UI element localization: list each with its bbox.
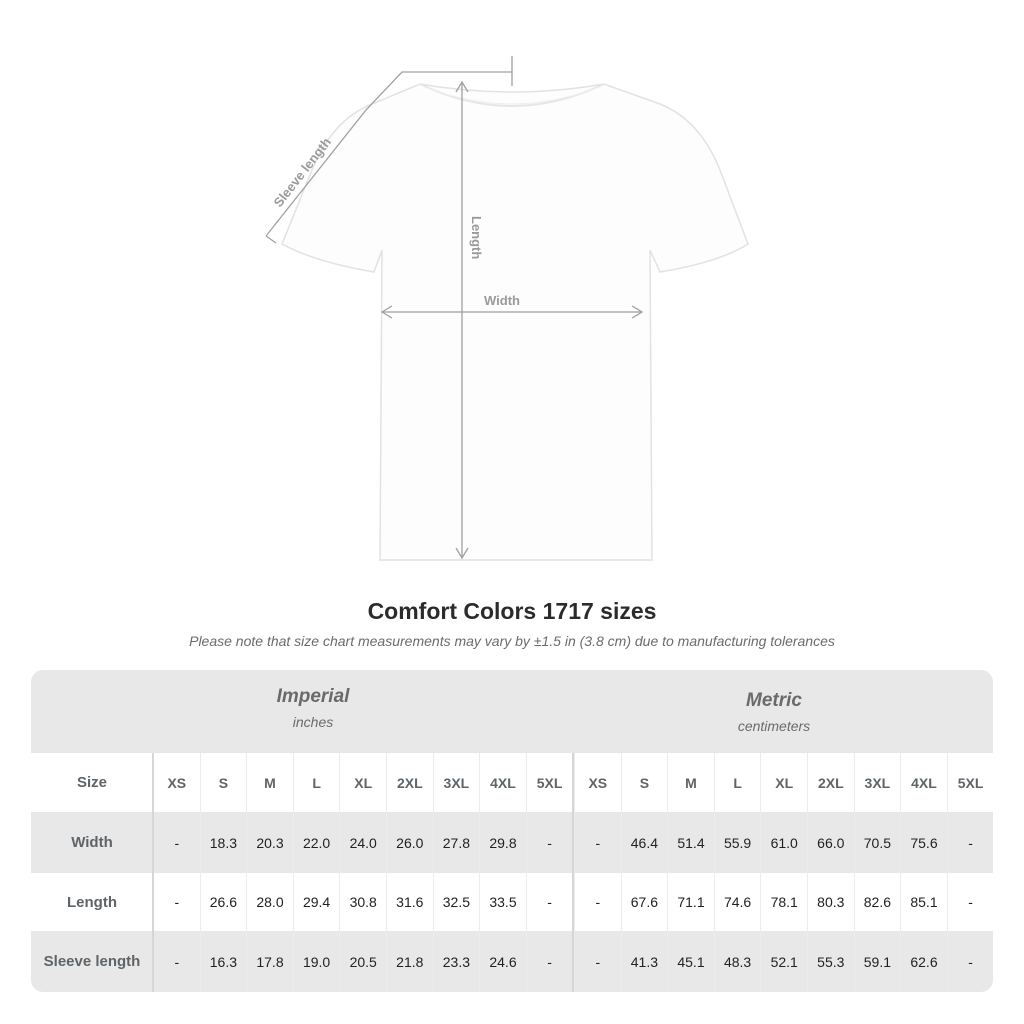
imperial-value-cell: 24.6 [479,931,526,992]
imperial-value-cell: 21.8 [386,931,433,992]
metric-value-cell: 66.0 [807,812,854,873]
metric-value-cell: 45.1 [667,931,714,992]
imperial-header: Imperial inches [153,686,473,730]
metric-value-cell: 55.9 [713,812,761,873]
row-label: Size [76,774,107,791]
unit-header-band [31,670,993,753]
metric-value-cell: - [574,931,621,992]
metric-value-cell: 74.6 [713,873,761,931]
size-header-cell: M [246,753,293,812]
imperial-unit: inches [292,714,334,730]
tolerance-note: Please note that size chart measurements… [189,633,835,649]
size-header-cell: L [292,753,340,812]
metric-value-cell: - [946,873,993,931]
table-row: Sleeve length -16.3 17.8 19.0 20.5 21.8 23.3 24… [31,931,993,992]
metric-value-cell: 46.4 [620,812,668,873]
imperial-value-cell: 23.3 [432,931,480,992]
size-header-cell: XL [760,753,807,812]
length-label: Length [469,216,484,259]
metric-value-cell: 78.1 [760,873,807,931]
row-label: Length [67,893,117,911]
imperial-value-cell: 33.5 [479,873,526,931]
metric-value-cell: 80.3 [807,873,854,931]
imperial-heading: Imperial [276,686,350,707]
tshirt-shape [281,83,749,561]
page-title: Comfort Colors 1717 sizes [367,598,657,624]
size-table: Imperial inches Metric centimeters Size X… [31,670,993,992]
imperial-value-cell: 24.0 [339,812,386,873]
imperial-value-cell: 29.4 [292,873,340,931]
imperial-value-cell: 19.0 [292,931,340,992]
metric-value-cell: 67.6 [620,873,668,931]
imperial-value-cell: - [153,873,200,931]
size-header-cell: 3XL [432,753,480,812]
size-header-cell: 5XL [525,753,573,812]
size-header-cell: 5XL [946,753,993,812]
metric-value-cell: 41.3 [620,931,668,992]
size-header-cell: L [713,753,761,812]
metric-value-cell: 55.3 [807,931,854,992]
imperial-value-cell: 29.8 [479,812,526,873]
size-header-cell: XS [153,753,200,812]
metric-unit: centimeters [737,718,811,734]
metric-value-cell: 48.3 [713,931,761,992]
imperial-value-cell: 28.0 [246,873,293,931]
table-row: Length -26.6 28.0 29.4 30.8 31.6 32.5 33.5- -67.… [31,873,993,931]
label-column-divider [152,753,154,992]
row-label: Width [71,834,113,851]
imperial-value-cell: 18.3 [199,812,247,873]
size-header-cell: M [667,753,714,812]
imperial-value-cell: - [153,931,200,992]
imperial-value-cell: - [525,931,573,992]
imperial-value-cell: 26.6 [199,873,247,931]
imperial-value-cell: 32.5 [432,873,480,931]
metric-value-cell: 62.6 [900,931,947,992]
imperial-value-cell: 17.8 [246,931,293,992]
metric-value-cell: 75.6 [900,812,947,873]
metric-value-cell: 82.6 [853,873,901,931]
metric-header: Metric centimeters [614,690,934,734]
imperial-value-cell: - [525,812,573,873]
metric-value-cell: - [946,812,993,873]
imperial-value-cell: 27.8 [432,812,480,873]
size-header-cell: 2XL [386,753,433,812]
size-header-cell: S [620,753,668,812]
metric-value-cell: 61.0 [760,812,807,873]
imperial-value-cell: 20.3 [246,812,293,873]
metric-heading: Metric [746,690,802,711]
size-header-cell: XS [574,753,621,812]
width-label: Width [484,293,520,308]
metric-value-cell: 52.1 [760,931,807,992]
tshirt-diagram: Sleeve length Length Width [265,56,749,561]
size-header-cell: S [199,753,247,812]
imperial-value-cell: 20.5 [339,931,386,992]
unit-divider [572,753,574,992]
size-header-cell: 3XL [853,753,901,812]
imperial-value-cell: 16.3 [199,931,247,992]
metric-value-cell: - [946,931,993,992]
metric-value-cell: 71.1 [667,873,714,931]
sleeve-arrow [265,71,512,237]
metric-value-cell: - [574,812,621,873]
metric-value-cell: 59.1 [853,931,901,992]
size-header-cell: 4XL [900,753,947,812]
imperial-value-cell: 22.0 [292,812,340,873]
metric-value-cell: 70.5 [853,812,901,873]
imperial-value-cell: - [153,812,200,873]
size-header-cell: 4XL [479,753,526,812]
size-header-cell: 2XL [807,753,854,812]
imperial-value-cell: 31.6 [386,873,433,931]
imperial-value-cell: 26.0 [386,812,433,873]
metric-value-cell: - [574,873,621,931]
size-header-row: Size XS S M L XL 2XL 3XL 4XL 5XL XS S M L XL 2XL 3XL 4XL 5… [31,753,993,812]
imperial-value-cell: - [525,873,573,931]
metric-value-cell: 85.1 [900,873,947,931]
metric-value-cell: 51.4 [667,812,714,873]
table-row: Width -18.3 20.3 22.0 24.0 26.0 27.8 29.8- -46.4… [31,812,993,873]
imperial-value-cell: 30.8 [339,873,386,931]
size-header-cell: XL [339,753,386,812]
row-label: Sleeve length [43,953,141,970]
